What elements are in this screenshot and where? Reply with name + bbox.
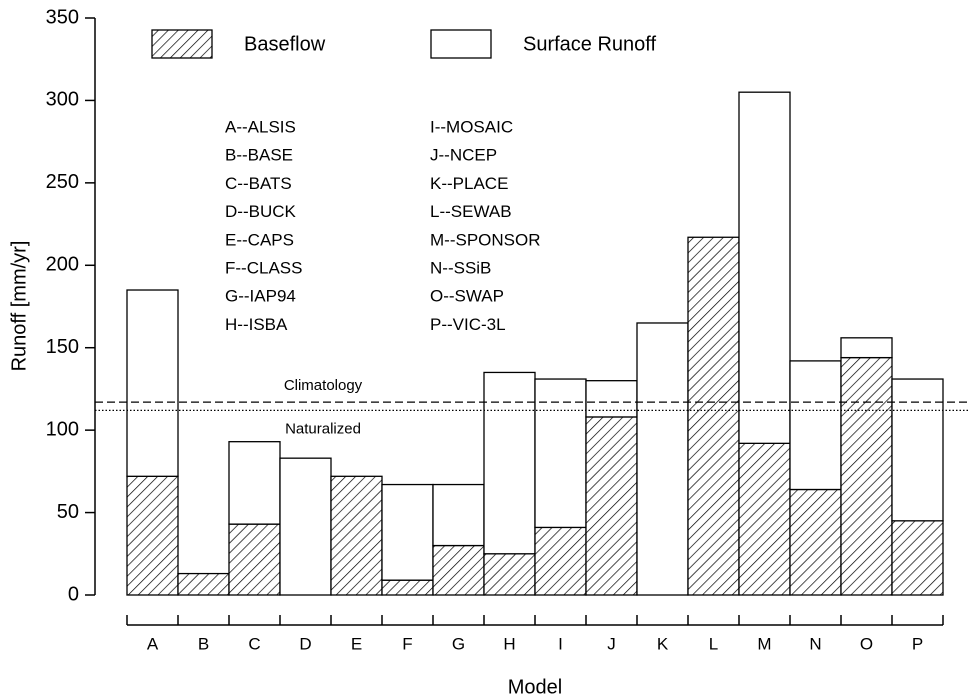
- bar-segment: [534, 526, 587, 596]
- bar-segment: [636, 322, 689, 596]
- model-key-item: N--SSiB: [430, 258, 491, 277]
- y-tick-label: 300: [46, 89, 79, 111]
- x-tick-label: O: [860, 634, 873, 653]
- x-tick-label: M: [757, 634, 771, 653]
- y-tick-label: 100: [46, 418, 79, 440]
- bar-segment: [279, 457, 332, 596]
- legend-swatch: [430, 29, 492, 59]
- bar-segment: [891, 378, 944, 522]
- y-tick-label: 50: [57, 501, 79, 523]
- bar-segment: [432, 483, 485, 547]
- reference-label: Climatology: [284, 377, 363, 394]
- x-tick-label: H: [503, 634, 515, 653]
- bar-segment: [330, 475, 383, 596]
- x-tick-label: B: [198, 634, 209, 653]
- x-tick-label: N: [809, 634, 821, 653]
- x-tick-label: D: [299, 634, 311, 653]
- bar-segment: [381, 483, 434, 581]
- model-key-item: G--IAP94: [225, 287, 296, 306]
- y-tick-label: 0: [68, 583, 79, 605]
- model-key-item: B--BASE: [225, 146, 293, 165]
- y-tick-label: 200: [46, 254, 79, 276]
- x-tick-label: J: [607, 634, 616, 653]
- bar-segment: [228, 523, 281, 596]
- model-key-item: J--NCEP: [430, 146, 497, 165]
- x-tick-label: F: [402, 634, 412, 653]
- x-tick-label: K: [657, 634, 669, 653]
- model-key-item: F--CLASS: [225, 258, 302, 277]
- x-tick-label: L: [709, 634, 718, 653]
- bar-segment: [738, 91, 791, 444]
- bar-segment: [381, 579, 434, 596]
- x-axis-label: Model: [508, 676, 562, 698]
- model-key-item: H--ISBA: [225, 315, 288, 334]
- bar-segment: [891, 520, 944, 596]
- bar-segment: [840, 337, 893, 359]
- model-key-item: L--SEWAB: [430, 202, 512, 221]
- bar-segment: [228, 441, 281, 525]
- bar-segment: [177, 572, 230, 596]
- x-tick-label: E: [351, 634, 362, 653]
- y-axis-label: Runoff [mm/yr]: [8, 241, 30, 372]
- bar-segment: [483, 371, 536, 555]
- legend-label: Baseflow: [244, 33, 326, 55]
- bar-segment: [126, 475, 179, 596]
- legend-label: Surface Runoff: [523, 33, 656, 55]
- bar-segment: [585, 380, 638, 418]
- x-tick-label: I: [558, 634, 563, 653]
- model-key-item: P--VIC-3L: [430, 315, 506, 334]
- x-tick-label: P: [912, 634, 923, 653]
- bar-segment: [585, 416, 638, 596]
- y-tick-label: 350: [46, 6, 79, 28]
- model-key-item: A--ALSIS: [225, 117, 296, 136]
- bar-segment: [789, 360, 842, 491]
- model-key-item: K--PLACE: [430, 174, 508, 193]
- bar-segment: [789, 488, 842, 596]
- model-key-item: M--SPONSOR: [430, 230, 541, 249]
- model-key-item: D--BUCK: [225, 202, 296, 221]
- y-tick-label: 150: [46, 336, 79, 358]
- model-key-item: E--CAPS: [225, 230, 294, 249]
- bar-segment: [738, 442, 791, 596]
- model-key-item: C--BATS: [225, 174, 292, 193]
- bar-segment: [126, 289, 179, 477]
- y-tick-label: 250: [46, 171, 79, 193]
- bar-segment: [483, 553, 536, 596]
- reference-label: Naturalized: [285, 420, 361, 437]
- x-tick-label: A: [147, 634, 159, 653]
- model-key-item: I--MOSAIC: [430, 117, 513, 136]
- x-tick-label: G: [452, 634, 465, 653]
- bar-segment: [432, 544, 485, 596]
- legend-swatch: [151, 29, 213, 59]
- model-key-item: O--SWAP: [430, 287, 504, 306]
- x-tick-label: C: [248, 634, 260, 653]
- bar-segment: [534, 378, 587, 529]
- bar-segment: [687, 236, 740, 596]
- bar-segment: [840, 356, 893, 596]
